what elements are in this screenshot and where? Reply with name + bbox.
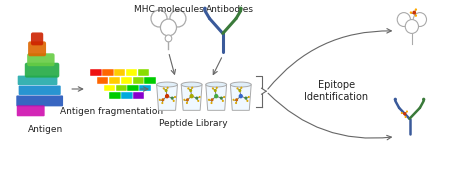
Circle shape [189, 89, 192, 92]
Circle shape [422, 98, 425, 101]
Bar [104, 85, 115, 91]
Circle shape [235, 102, 237, 104]
Circle shape [413, 13, 427, 27]
Circle shape [164, 89, 168, 92]
FancyBboxPatch shape [25, 63, 59, 78]
FancyBboxPatch shape [18, 76, 57, 85]
Text: Epitope
Identification: Epitope Identification [304, 80, 368, 102]
Circle shape [170, 10, 186, 27]
Circle shape [199, 96, 201, 98]
FancyBboxPatch shape [18, 85, 61, 95]
Polygon shape [230, 85, 251, 110]
Circle shape [238, 89, 241, 92]
Circle shape [403, 112, 406, 116]
Circle shape [161, 98, 164, 101]
Circle shape [191, 87, 193, 89]
Bar [138, 69, 149, 76]
Circle shape [415, 8, 417, 11]
Circle shape [174, 96, 176, 98]
Circle shape [161, 102, 164, 104]
Bar [109, 77, 120, 83]
Bar [102, 69, 114, 76]
Ellipse shape [156, 82, 177, 87]
Bar [109, 93, 121, 100]
Circle shape [210, 98, 214, 101]
Bar [121, 93, 133, 100]
Circle shape [405, 20, 419, 33]
Circle shape [248, 96, 250, 98]
Bar [91, 69, 102, 76]
FancyBboxPatch shape [31, 32, 43, 45]
Polygon shape [206, 85, 227, 110]
Circle shape [404, 116, 407, 118]
Circle shape [415, 14, 417, 17]
Circle shape [238, 94, 243, 98]
Bar [126, 69, 137, 76]
Text: Peptide Library: Peptide Library [159, 119, 228, 128]
Bar [97, 77, 109, 83]
Circle shape [160, 19, 176, 36]
FancyBboxPatch shape [27, 53, 55, 66]
Circle shape [245, 96, 247, 100]
Circle shape [240, 87, 242, 89]
Bar [128, 85, 139, 91]
Circle shape [186, 98, 189, 101]
Circle shape [173, 100, 175, 102]
Circle shape [208, 99, 210, 101]
Circle shape [187, 87, 190, 90]
Circle shape [214, 94, 219, 98]
Polygon shape [156, 85, 177, 110]
Circle shape [233, 99, 235, 101]
Bar [139, 85, 151, 91]
Bar [114, 69, 126, 76]
Circle shape [197, 100, 199, 102]
Circle shape [239, 7, 243, 11]
FancyBboxPatch shape [28, 41, 46, 56]
Circle shape [214, 89, 217, 92]
Circle shape [394, 98, 397, 101]
Bar [121, 77, 132, 83]
Bar [145, 77, 156, 83]
Circle shape [223, 96, 225, 98]
Bar [133, 77, 144, 83]
Circle shape [246, 100, 248, 102]
Text: Antigen: Antigen [28, 125, 63, 134]
Ellipse shape [230, 82, 251, 87]
Text: Antibodies: Antibodies [206, 5, 254, 14]
Circle shape [159, 99, 161, 101]
Circle shape [222, 100, 224, 102]
FancyBboxPatch shape [16, 95, 63, 106]
Ellipse shape [181, 82, 202, 87]
Bar [133, 93, 145, 100]
Circle shape [212, 87, 214, 90]
FancyBboxPatch shape [17, 105, 45, 116]
Circle shape [186, 102, 188, 104]
Circle shape [183, 99, 185, 101]
Circle shape [235, 98, 238, 101]
Circle shape [216, 87, 218, 89]
Circle shape [210, 102, 212, 104]
Circle shape [163, 87, 165, 90]
Circle shape [237, 87, 238, 90]
Circle shape [412, 11, 416, 15]
Circle shape [397, 13, 410, 27]
Circle shape [165, 94, 169, 98]
Text: Antigen fragmentation: Antigen fragmentation [60, 107, 164, 116]
Circle shape [406, 110, 408, 113]
Circle shape [165, 35, 172, 42]
Circle shape [166, 87, 169, 89]
Circle shape [151, 10, 167, 27]
Circle shape [190, 94, 194, 98]
Text: MHC molecules: MHC molecules [134, 5, 203, 14]
Polygon shape [181, 85, 202, 110]
Circle shape [410, 11, 412, 14]
Circle shape [195, 96, 198, 100]
Circle shape [203, 7, 207, 11]
Circle shape [171, 96, 173, 100]
Circle shape [401, 112, 403, 114]
Bar [116, 85, 127, 91]
Circle shape [220, 96, 223, 100]
Ellipse shape [206, 82, 227, 87]
